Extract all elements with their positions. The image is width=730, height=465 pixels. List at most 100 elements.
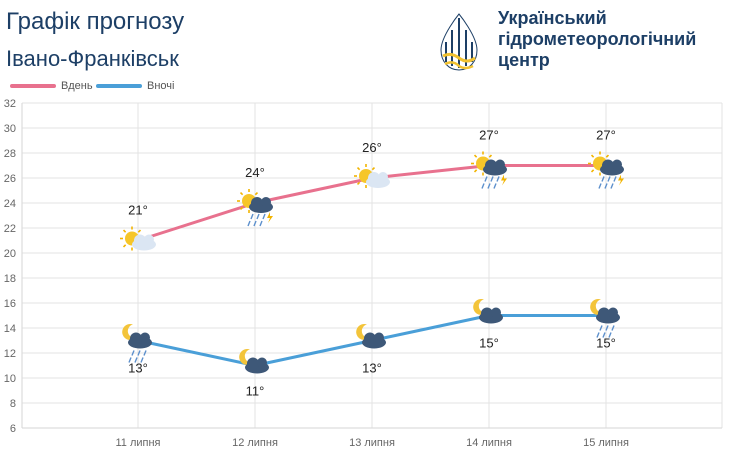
rain-drop (481, 183, 485, 189)
rain-drop (613, 176, 617, 182)
rain-drop (598, 183, 602, 189)
rain-drop (596, 332, 600, 338)
rain-drop (250, 213, 254, 220)
cloud-part (481, 307, 493, 320)
sun-cloud-rain-storm-icon (237, 189, 273, 227)
cloud-part (602, 159, 614, 172)
legend-label-day: Вдень (61, 80, 93, 92)
y-tick-label: 10 (4, 373, 16, 385)
moon-cloud-icon (239, 348, 269, 374)
sun-cloud-rain-storm-icon (588, 151, 624, 189)
legend-item-night[interactable]: Вночі (96, 80, 174, 92)
rain-drop (253, 220, 257, 227)
chart-title: Графік прогнозу (6, 8, 185, 35)
moon-shape (590, 298, 604, 315)
cloud-part (144, 234, 154, 245)
org-name: Український гідрометеорологічний центр (498, 8, 696, 71)
data-label: 11° (246, 384, 265, 399)
legend-swatch-day (10, 84, 56, 88)
rain-drop (487, 183, 491, 189)
y-tick-label: 24 (4, 198, 16, 210)
data-label: 13° (128, 361, 148, 376)
data-label: 26° (362, 140, 382, 155)
moon-shape (122, 323, 136, 340)
org-name-line2: гідрометеорологічний (498, 29, 697, 49)
rain-drop (602, 332, 606, 338)
rain-drop (607, 176, 611, 182)
legend-swatch-night (96, 84, 142, 88)
cloud-part (491, 307, 501, 318)
cloud-part (378, 172, 388, 182)
x-tick-label: 11 липня (115, 437, 160, 449)
sun-cloud-icon (354, 164, 390, 188)
rain-drop (611, 325, 615, 331)
cloud-part (251, 197, 263, 209)
y-tick-label: 18 (4, 273, 16, 285)
sun-ray (590, 169, 595, 173)
sun-ray (605, 154, 610, 158)
rain-drop (137, 350, 141, 356)
sun-ray (122, 244, 127, 248)
y-tick-label: 20 (4, 248, 16, 260)
data-label: 27° (479, 128, 499, 143)
lightning-bolt (618, 174, 624, 186)
rain-drop (131, 350, 135, 356)
sun-ray (473, 169, 478, 173)
rain-drop (247, 220, 251, 227)
rain-drop (599, 325, 603, 331)
y-tick-label: 26 (4, 173, 16, 185)
rain-drop (605, 325, 609, 331)
rain-drop (262, 213, 266, 220)
moon-cloud-icon (356, 323, 386, 349)
x-tick-label: 13 липня (349, 437, 395, 449)
sun-ray (239, 191, 244, 196)
rain-drop (604, 183, 608, 189)
cloud-part (134, 234, 146, 247)
rain-drop (259, 220, 263, 227)
cloud-part (247, 357, 259, 370)
sun-cloud-icon (120, 226, 156, 251)
cloud-part (485, 159, 497, 172)
y-tick-label: 6 (10, 423, 16, 435)
rain-drop (601, 176, 605, 182)
moon-cloud-rain-icon (590, 298, 620, 338)
x-tick-label: 14 липня (466, 437, 512, 449)
cloud-part (374, 332, 384, 343)
moon-shape (356, 323, 370, 340)
cloud-part (612, 159, 622, 170)
y-tick-label: 28 (4, 148, 16, 160)
y-tick-label: 14 (4, 323, 16, 335)
cloud-part (261, 197, 271, 207)
sun-ray (137, 229, 142, 233)
data-label: 21° (128, 203, 148, 218)
data-label: 27° (596, 128, 616, 143)
org-name-line1: Український (498, 8, 607, 28)
rain-drop (484, 176, 488, 182)
cloud-part (130, 332, 142, 345)
y-tick-label: 22 (4, 223, 16, 235)
y-tick-label: 16 (4, 298, 16, 310)
sun-ray (356, 166, 361, 171)
sun-ray (356, 181, 361, 186)
moon-shape (473, 298, 487, 315)
cloud-part (364, 332, 376, 345)
sun-ray (488, 154, 493, 158)
cloud-part (495, 159, 505, 170)
ugmc-logo-icon (440, 13, 478, 71)
legend-item-day[interactable]: Вдень (10, 80, 93, 92)
rain-drop (610, 183, 614, 189)
moon-shape (239, 348, 253, 365)
city-name: Івано-Франківськ (6, 46, 179, 71)
rain-drop (128, 357, 132, 363)
x-tick-label: 12 липня (232, 437, 278, 449)
cloud-part (257, 357, 267, 368)
lightning-bolt (267, 212, 273, 223)
y-tick-label: 32 (4, 98, 16, 110)
data-label: 13° (362, 361, 382, 376)
sun-ray (239, 206, 244, 211)
sun-ray (371, 166, 376, 171)
lightning-bolt (501, 174, 507, 186)
rain-drop (143, 350, 147, 356)
cloud-part (608, 307, 618, 318)
